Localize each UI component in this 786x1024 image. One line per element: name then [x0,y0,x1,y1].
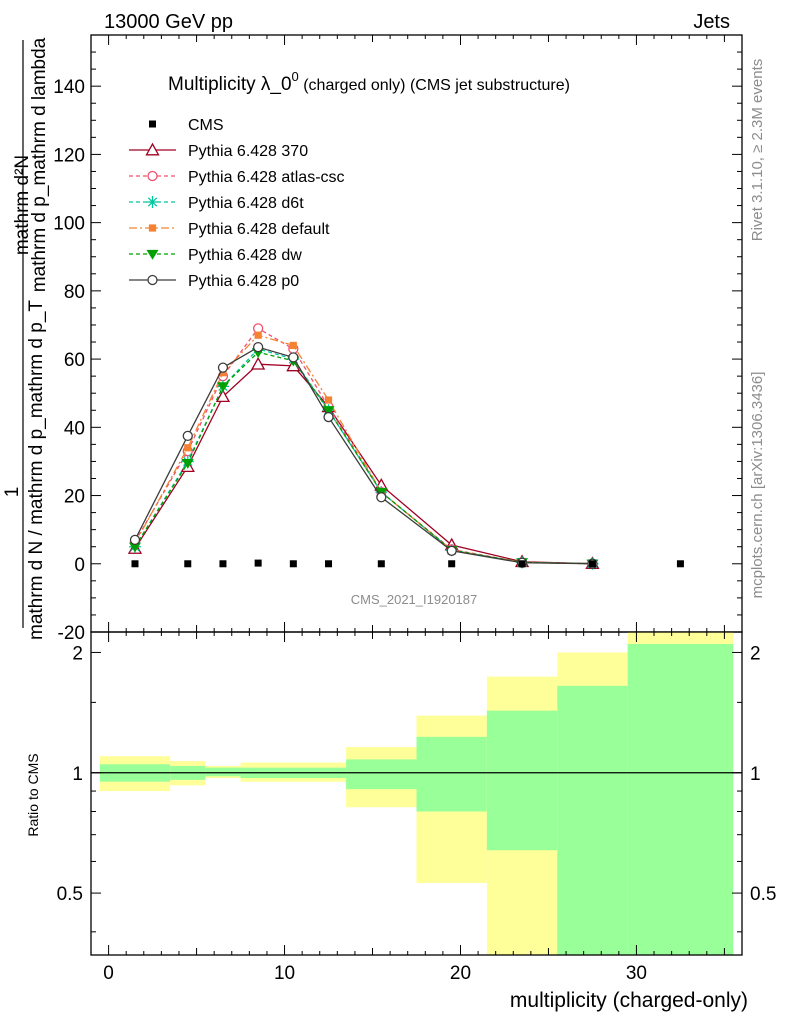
legend-label: CMS [188,117,224,134]
y-tick-label: -20 [58,623,85,644]
cms-point [219,560,227,568]
mcplots-label: mcplots.cern.ch [arXiv:1306.3436] [749,372,766,599]
legend-marker [146,249,159,260]
legend-marker [147,170,158,182]
series-point [323,411,334,423]
y-tick-label: 60 [64,350,85,371]
series-point [216,382,229,393]
series-point [251,356,266,370]
series-point [288,352,299,363]
series-point [215,389,231,403]
ratio-inner-band [486,710,558,851]
watermark: CMS_2021_I1920187 [351,592,478,607]
x-tick-label: 0 [103,963,114,984]
y-tick-label: 100 [53,214,85,235]
ratio-y-tick-label-right: 0.5 [750,884,776,905]
ratio-inner-band [205,767,241,777]
x-tick-label: 20 [450,963,471,984]
header-left: 13000 GeV pp [104,11,233,33]
cms-point [184,560,192,568]
main-title-sub: (charged only) (CMS jet substructure) [299,77,570,94]
y-tick-label: 20 [64,487,85,508]
ratio-y-tick-label-right: 2 [750,643,761,664]
cms-point [377,560,385,568]
series-point [129,534,141,546]
cms-point [518,560,526,568]
series-point [184,444,192,452]
series-point [254,331,262,339]
ratio-inner-band [557,685,628,955]
ratio-inner-band [416,736,487,812]
main-ylabel: mathrm d²N mathrm d p_mathrm d lambda 1 … [2,37,50,640]
series-point [376,492,387,503]
cms-point [325,560,333,568]
series-line [134,334,593,565]
ratio-ylabel: Ratio to CMS [25,753,41,836]
ratio-y-tick-label: 0.5 [57,884,83,905]
legend-label: Pythia 6.428 d6t [188,195,304,212]
legend-marker [149,120,156,128]
y-tick-label: 0 [74,555,85,576]
ylabel-denominator: mathrm d N / mathrm d p_mathrm d p_T [26,300,47,640]
ratio-inner-band [627,643,734,955]
cms-point [676,560,684,568]
legend-marker [147,274,158,286]
series-point [446,545,457,556]
ratio-y-tick-label: 2 [72,643,83,664]
cms-point [588,560,596,568]
cms-point [131,560,139,568]
legend-label: Pythia 6.428 atlas-csc [188,169,345,186]
legend-marker [146,196,159,208]
series-point [324,396,333,404]
x-axis-label: multiplicity (charged-only) [510,989,748,1012]
x-tick-label: 30 [626,963,647,984]
legend-label: Pythia 6.428 default [188,221,330,238]
ratio-inner-band [346,759,417,790]
cms-point [254,559,262,567]
ratio-y-tick-label-right: 1 [750,764,761,785]
legend-label: Pythia 6.428 370 [188,143,308,160]
series-line [134,351,593,565]
series-point [322,406,335,417]
main-title-sup: 0 [292,69,299,84]
legend-marker [145,142,160,156]
legend-label: Pythia 6.428 dw [188,247,302,264]
header-right: Jets [693,11,730,33]
ylabel-one: 1 [2,487,23,498]
y-tick-label: 140 [53,77,85,98]
ylabel-numerator-2: mathrm d p_mathrm d lambda [29,37,50,292]
legend-marker [148,224,157,232]
cms-point [289,560,297,568]
rivet-label: Rivet 3.1.10, ≥ 2.3M events [749,59,766,242]
legend-label: Pythia 6.428 p0 [188,273,299,290]
series-point [289,341,297,350]
y-tick-label: 40 [64,418,85,439]
ratio-frame [90,631,743,956]
series-line [134,346,593,565]
ratio-y-tick-label: 1 [72,764,83,785]
main-title-text: Multiplicity λ_0 [168,74,292,95]
y-tick-label: 80 [64,282,85,303]
series-line [134,327,593,565]
series-point [252,341,264,353]
y-tick-label: 120 [53,145,85,166]
main-title: Multiplicity λ_00 (charged only) (CMS je… [168,69,570,95]
x-tick-label: 10 [274,963,295,984]
cms-point [448,560,456,568]
series-point [217,362,229,373]
series-point [182,430,193,441]
series-line [134,348,593,565]
series-point [252,323,264,334]
series-point [181,459,194,469]
